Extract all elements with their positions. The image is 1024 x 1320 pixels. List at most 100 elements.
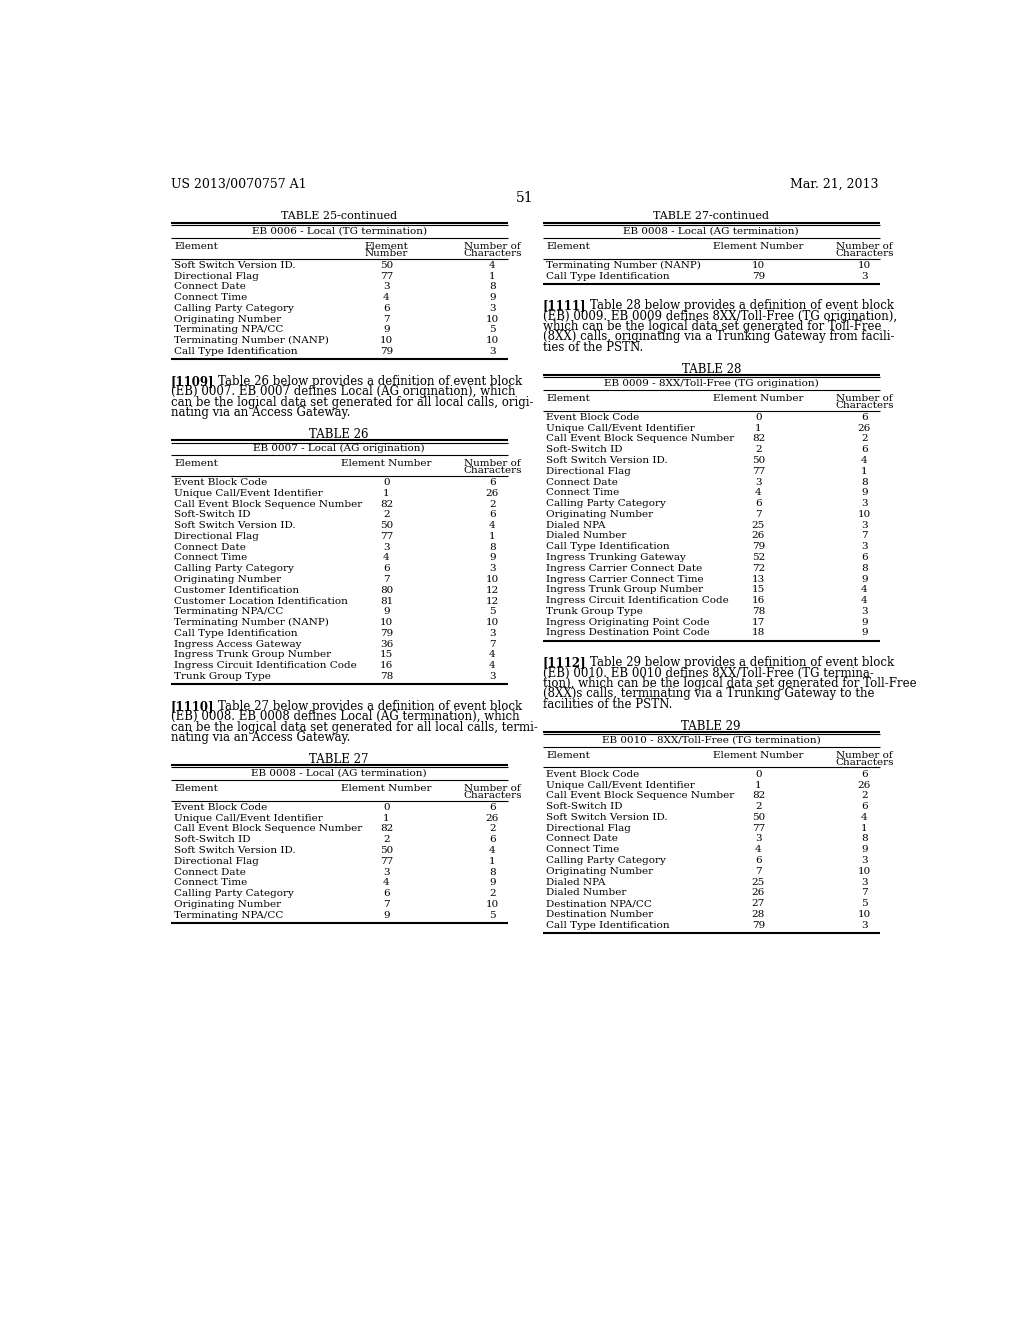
Text: Call Type Identification: Call Type Identification: [547, 921, 670, 929]
Text: Connect Time: Connect Time: [174, 553, 248, 562]
Text: 13: 13: [752, 574, 765, 583]
Text: 17: 17: [752, 618, 765, 627]
Text: Element: Element: [547, 393, 591, 403]
Text: [1111]: [1111]: [543, 300, 586, 313]
Text: Ingress Trunk Group Number: Ingress Trunk Group Number: [547, 585, 703, 594]
Text: 1: 1: [488, 272, 496, 281]
Text: 4: 4: [383, 553, 390, 562]
Text: Unique Call/Event Identifier: Unique Call/Event Identifier: [547, 780, 695, 789]
Text: 10: 10: [858, 909, 870, 919]
Text: 4: 4: [488, 846, 496, 855]
Text: 3: 3: [861, 921, 867, 929]
Text: Directional Flag: Directional Flag: [174, 272, 259, 281]
Text: Element: Element: [547, 242, 591, 251]
Text: 16: 16: [380, 661, 393, 671]
Text: 26: 26: [858, 424, 870, 433]
Text: Originating Number: Originating Number: [174, 314, 282, 323]
Text: EB 0007 - Local (AG origination): EB 0007 - Local (AG origination): [253, 444, 425, 453]
Text: 6: 6: [488, 803, 496, 812]
Text: Connect Date: Connect Date: [547, 834, 618, 843]
Text: Characters: Characters: [463, 249, 521, 259]
Text: 82: 82: [380, 825, 393, 833]
Text: 3: 3: [861, 857, 867, 865]
Text: 7: 7: [755, 867, 762, 875]
Text: Originating Number: Originating Number: [174, 900, 282, 909]
Text: EB 0009 - 8XX/Toll-Free (TG origination): EB 0009 - 8XX/Toll-Free (TG origination): [604, 379, 818, 388]
Text: 78: 78: [380, 672, 393, 681]
Text: 6: 6: [383, 304, 390, 313]
Text: US 2013/0070757 A1: US 2013/0070757 A1: [171, 178, 306, 190]
Text: Calling Party Category: Calling Party Category: [547, 499, 667, 508]
Text: Terminating Number (NANP): Terminating Number (NANP): [174, 618, 330, 627]
Text: [1109]: [1109]: [171, 375, 214, 388]
Text: 77: 77: [380, 272, 393, 281]
Text: Customer Identification: Customer Identification: [174, 586, 300, 595]
Text: Table 29 below provides a definition of event block: Table 29 below provides a definition of …: [575, 656, 894, 669]
Text: Ingress Trunking Gateway: Ingress Trunking Gateway: [547, 553, 686, 562]
Text: can be the logical data set generated for all local calls, origi-: can be the logical data set generated fo…: [171, 396, 534, 409]
Text: 50: 50: [380, 521, 393, 531]
Text: 77: 77: [752, 824, 765, 833]
Text: 25: 25: [752, 878, 765, 887]
Text: 8: 8: [861, 564, 867, 573]
Text: Ingress Carrier Connect Date: Ingress Carrier Connect Date: [547, 564, 702, 573]
Text: 4: 4: [488, 661, 496, 671]
Text: 8: 8: [861, 478, 867, 487]
Text: Element Number: Element Number: [713, 242, 804, 251]
Text: 9: 9: [861, 628, 867, 638]
Text: 0: 0: [755, 770, 762, 779]
Text: 2: 2: [383, 511, 390, 519]
Text: 6: 6: [861, 445, 867, 454]
Text: Characters: Characters: [463, 466, 521, 475]
Text: Characters: Characters: [463, 792, 521, 800]
Text: Originating Number: Originating Number: [547, 867, 653, 875]
Text: 2: 2: [755, 445, 762, 454]
Text: 9: 9: [488, 293, 496, 302]
Text: Call Type Identification: Call Type Identification: [547, 543, 670, 552]
Text: 4: 4: [383, 878, 390, 887]
Text: 6: 6: [383, 890, 390, 898]
Text: 79: 79: [380, 628, 393, 638]
Text: 4: 4: [861, 813, 867, 822]
Text: 10: 10: [485, 576, 499, 583]
Text: 36: 36: [380, 640, 393, 648]
Text: 8: 8: [488, 867, 496, 876]
Text: 8: 8: [488, 282, 496, 292]
Text: 1: 1: [861, 467, 867, 475]
Text: Call Type Identification: Call Type Identification: [547, 272, 670, 281]
Text: Connect Date: Connect Date: [174, 867, 247, 876]
Text: 6: 6: [861, 413, 867, 422]
Text: Connect Time: Connect Time: [547, 845, 620, 854]
Text: 4: 4: [488, 521, 496, 531]
Text: Connect Date: Connect Date: [174, 282, 247, 292]
Text: 7: 7: [383, 314, 390, 323]
Text: 3: 3: [755, 478, 762, 487]
Text: Call Event Block Sequence Number: Call Event Block Sequence Number: [174, 825, 362, 833]
Text: 77: 77: [380, 857, 393, 866]
Text: Soft Switch Version ID.: Soft Switch Version ID.: [547, 813, 668, 822]
Text: 5: 5: [488, 911, 496, 920]
Text: Terminating Number (NANP): Terminating Number (NANP): [174, 337, 330, 346]
Text: 9: 9: [861, 618, 867, 627]
Text: EB 0008 - Local (AG termination): EB 0008 - Local (AG termination): [251, 770, 427, 777]
Text: EB 0010 - 8XX/Toll-Free (TG termination): EB 0010 - 8XX/Toll-Free (TG termination): [602, 737, 820, 744]
Text: 3: 3: [488, 564, 496, 573]
Text: 4: 4: [861, 585, 867, 594]
Text: (8XX) calls, originating via a Trunking Gateway from facili-: (8XX) calls, originating via a Trunking …: [543, 330, 894, 343]
Text: 0: 0: [383, 803, 390, 812]
Text: 10: 10: [485, 337, 499, 346]
Text: 26: 26: [858, 780, 870, 789]
Text: 25: 25: [752, 520, 765, 529]
Text: 26: 26: [752, 532, 765, 540]
Text: Element Number: Element Number: [341, 459, 432, 467]
Text: 5: 5: [861, 899, 867, 908]
Text: 3: 3: [861, 520, 867, 529]
Text: 6: 6: [488, 478, 496, 487]
Text: Ingress Carrier Connect Time: Ingress Carrier Connect Time: [547, 574, 705, 583]
Text: Table 28 below provides a definition of event block: Table 28 below provides a definition of …: [575, 300, 894, 313]
Text: Dialed NPA: Dialed NPA: [547, 878, 606, 887]
Text: 2: 2: [861, 792, 867, 800]
Text: Call Type Identification: Call Type Identification: [174, 628, 298, 638]
Text: 3: 3: [488, 347, 496, 356]
Text: Element: Element: [174, 784, 218, 792]
